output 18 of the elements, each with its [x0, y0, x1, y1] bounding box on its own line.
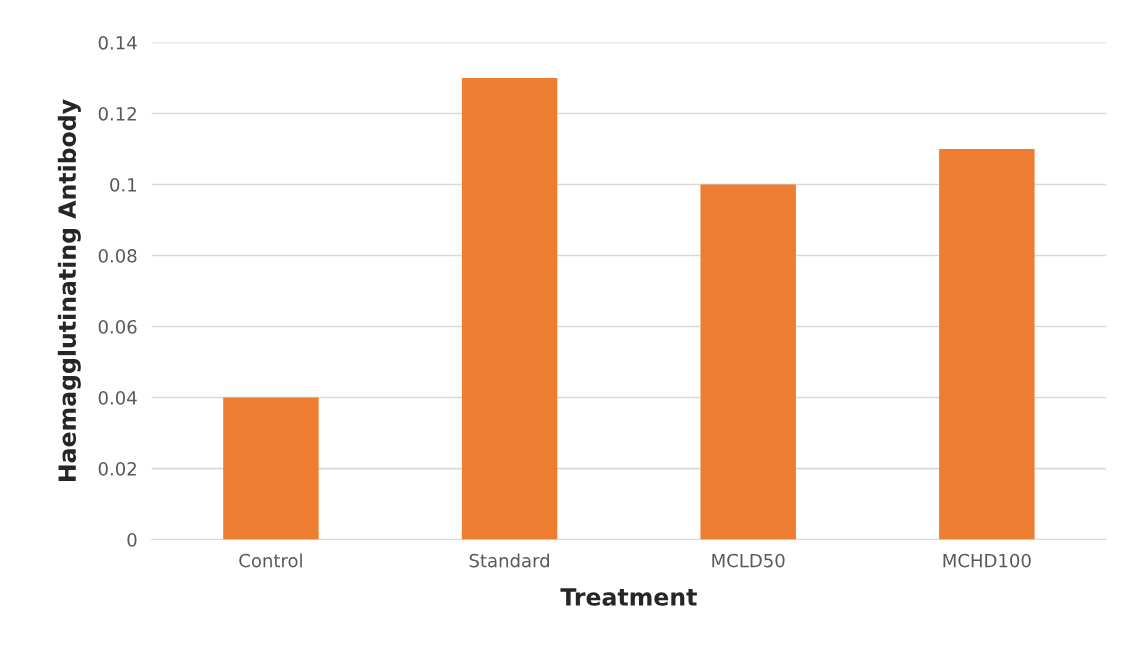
y-tick-label: 0.1	[110, 177, 137, 192]
y-tick-label: 0.04	[98, 391, 137, 405]
y-tick-label: 0.08	[98, 248, 137, 263]
bar	[700, 184, 796, 540]
y-tick-label: 0.14	[98, 35, 137, 50]
y-tick-label: 0.12	[98, 106, 136, 121]
y-axis-title: Haemagglutinating Antibody	[57, 99, 81, 481]
bar	[223, 397, 319, 540]
x-tick-label: MCHD100	[943, 553, 1031, 568]
bar	[461, 78, 558, 540]
y-tick-label: 0.02	[98, 462, 136, 476]
x-axis-title: Treatment	[560, 588, 697, 606]
x-tick-label: MCLD50	[712, 553, 785, 568]
y-tick-label: 0	[127, 533, 137, 547]
x-tick-label: Control	[239, 553, 302, 568]
x-tick-label: Standard	[469, 553, 549, 568]
y-tick-label: 0.06	[98, 319, 137, 334]
bar	[939, 149, 1035, 540]
